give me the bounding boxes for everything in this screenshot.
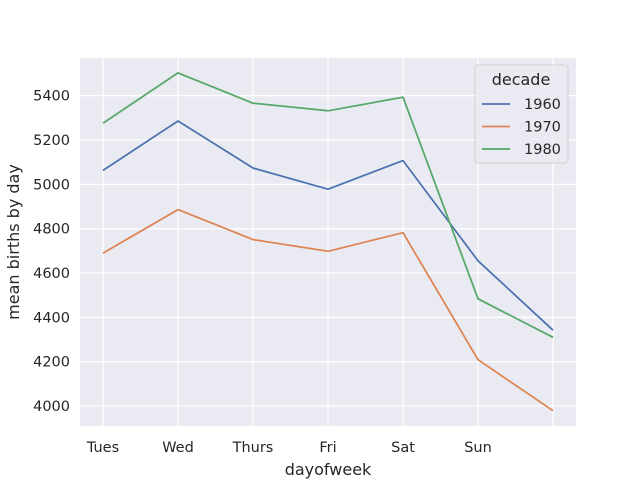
y-tick-label: 5000 <box>33 177 70 193</box>
legend-title: decade <box>492 70 551 89</box>
y-tick-label: 5400 <box>33 89 70 105</box>
y-tick-labels: 4000 4200 4400 4600 4800 5000 5200 5400 <box>33 89 70 415</box>
y-tick-label: 4400 <box>33 310 70 326</box>
legend: decade 1960 1970 1980 <box>474 64 569 164</box>
y-tick-label: 4600 <box>33 266 70 282</box>
x-tick-label: Tues <box>86 440 119 456</box>
x-tick-label: Thurs <box>232 440 274 456</box>
series-lines <box>102 72 554 412</box>
x-tick-label: Fri <box>319 440 336 456</box>
y-tick-label: 5200 <box>33 133 70 149</box>
legend-label-1970: 1970 <box>524 120 561 136</box>
y-tick-label: 4800 <box>33 222 70 238</box>
series-line-1960 <box>102 120 554 331</box>
x-tick-label: Sat <box>391 440 415 456</box>
x-tick-labels: Tues Wed Thurs Fri Sat Sun <box>86 440 492 456</box>
legend-label-1960: 1960 <box>524 97 561 113</box>
legend-label-1980: 1980 <box>524 142 561 158</box>
series-line-1980 <box>102 72 554 339</box>
legend-box <box>474 64 569 164</box>
x-tick-label: Wed <box>162 440 194 456</box>
y-tick-label: 4200 <box>33 355 70 371</box>
x-tick-label: Sun <box>464 440 492 456</box>
series-line-1970 <box>102 208 554 412</box>
y-axis-label: mean births by day <box>4 164 23 320</box>
y-tick-label: 4000 <box>33 399 70 415</box>
legend-items: 1960 1970 1980 <box>482 97 561 158</box>
gridlines <box>80 58 576 426</box>
x-axis-label: dayofweek <box>285 460 372 479</box>
